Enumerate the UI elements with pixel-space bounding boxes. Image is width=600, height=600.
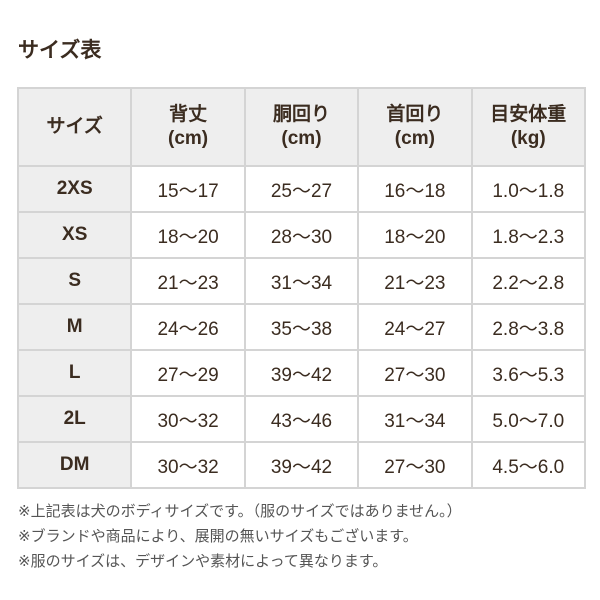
value-cell: 21〜23: [357, 257, 473, 305]
header-label: サイズ: [46, 116, 103, 137]
size-cell: L: [16, 349, 133, 397]
table-row: 2XS 15〜17 25〜27 16〜18 1.0〜1.8: [16, 165, 587, 213]
value-cell: 24〜27: [357, 303, 473, 351]
value-cell: 30〜32: [130, 395, 246, 443]
value-cell: 4.5〜6.0: [470, 441, 587, 489]
value-cell: 27〜30: [357, 349, 473, 397]
header-unit: (kg): [510, 128, 546, 149]
value-cell: 2.2〜2.8: [470, 257, 587, 305]
table-row: S 21〜23 31〜34 21〜23 2.2〜2.8: [16, 257, 587, 305]
value-cell: 43〜46: [243, 395, 360, 443]
value-cell: 39〜42: [243, 349, 360, 397]
value-cell: 35〜38: [243, 303, 360, 351]
header-weight: 目安体重 (kg): [470, 87, 587, 167]
table-row: M 24〜26 35〜38 24〜27 2.8〜3.8: [16, 303, 587, 351]
header-neck: 首回り (cm): [357, 87, 473, 167]
value-cell: 27〜29: [130, 349, 246, 397]
table-row: XS 18〜20 28〜30 18〜20 1.8〜2.3: [16, 211, 587, 259]
value-cell: 25〜27: [243, 165, 360, 213]
value-cell: 21〜23: [130, 257, 246, 305]
size-cell: M: [16, 303, 133, 351]
size-cell: 2XS: [16, 165, 133, 213]
header-label: 首回り: [386, 104, 444, 125]
value-cell: 18〜20: [130, 211, 246, 259]
header-chest: 胴回り (cm): [243, 87, 360, 167]
size-cell: S: [16, 257, 133, 305]
header-unit: (cm): [281, 128, 322, 149]
value-cell: 2.8〜3.8: [470, 303, 587, 351]
value-cell: 15〜17: [130, 165, 246, 213]
value-cell: 28〜30: [243, 211, 360, 259]
value-cell: 39〜42: [243, 441, 360, 489]
table-row: 2L 30〜32 43〜46 31〜34 5.0〜7.0: [16, 395, 587, 443]
header-unit: (cm): [394, 128, 435, 149]
size-cell: 2L: [16, 395, 133, 443]
value-cell: 27〜30: [357, 441, 473, 489]
header-back-length: 背丈 (cm): [130, 87, 246, 167]
table-header-row: サイズ 背丈 (cm) 胴回り (cm) 首回り (cm) 目安体重 (kg): [16, 87, 587, 167]
note: ※上記表は犬のボディサイズです。（服のサイズではありません。）: [18, 503, 462, 520]
header-label: 胴回り: [272, 104, 330, 125]
value-cell: 31〜34: [243, 257, 360, 305]
header-label: 目安体重: [490, 104, 567, 125]
header-size: サイズ: [16, 87, 133, 167]
page-title: サイズ表: [18, 39, 102, 62]
notes: ※上記表は犬のボディサイズです。（服のサイズではありません。） ※ブランドや商品…: [18, 499, 462, 574]
size-cell: XS: [16, 211, 133, 259]
value-cell: 31〜34: [357, 395, 473, 443]
header-label: 背丈: [169, 104, 208, 125]
value-cell: 18〜20: [357, 211, 473, 259]
size-table: サイズ 背丈 (cm) 胴回り (cm) 首回り (cm) 目安体重 (kg) 2XS 1…: [16, 87, 587, 489]
value-cell: 1.8〜2.3: [470, 211, 587, 259]
value-cell: 3.6〜5.3: [470, 349, 587, 397]
size-cell: DM: [16, 441, 133, 489]
note: ※ブランドや商品により、展開の無いサイズもございます。: [18, 528, 418, 545]
value-cell: 16〜18: [357, 165, 473, 213]
table-row: L 27〜29 39〜42 27〜30 3.6〜5.3: [16, 349, 587, 397]
value-cell: 24〜26: [130, 303, 246, 351]
value-cell: 1.0〜1.8: [470, 165, 587, 213]
value-cell: 30〜32: [130, 441, 246, 489]
value-cell: 5.0〜7.0: [470, 395, 587, 443]
header-unit: (cm): [168, 128, 209, 149]
table-row: DM 30〜32 39〜42 27〜30 4.5〜6.0: [16, 441, 587, 489]
note: ※服のサイズは、デザインや素材によって異なります。: [18, 553, 388, 570]
